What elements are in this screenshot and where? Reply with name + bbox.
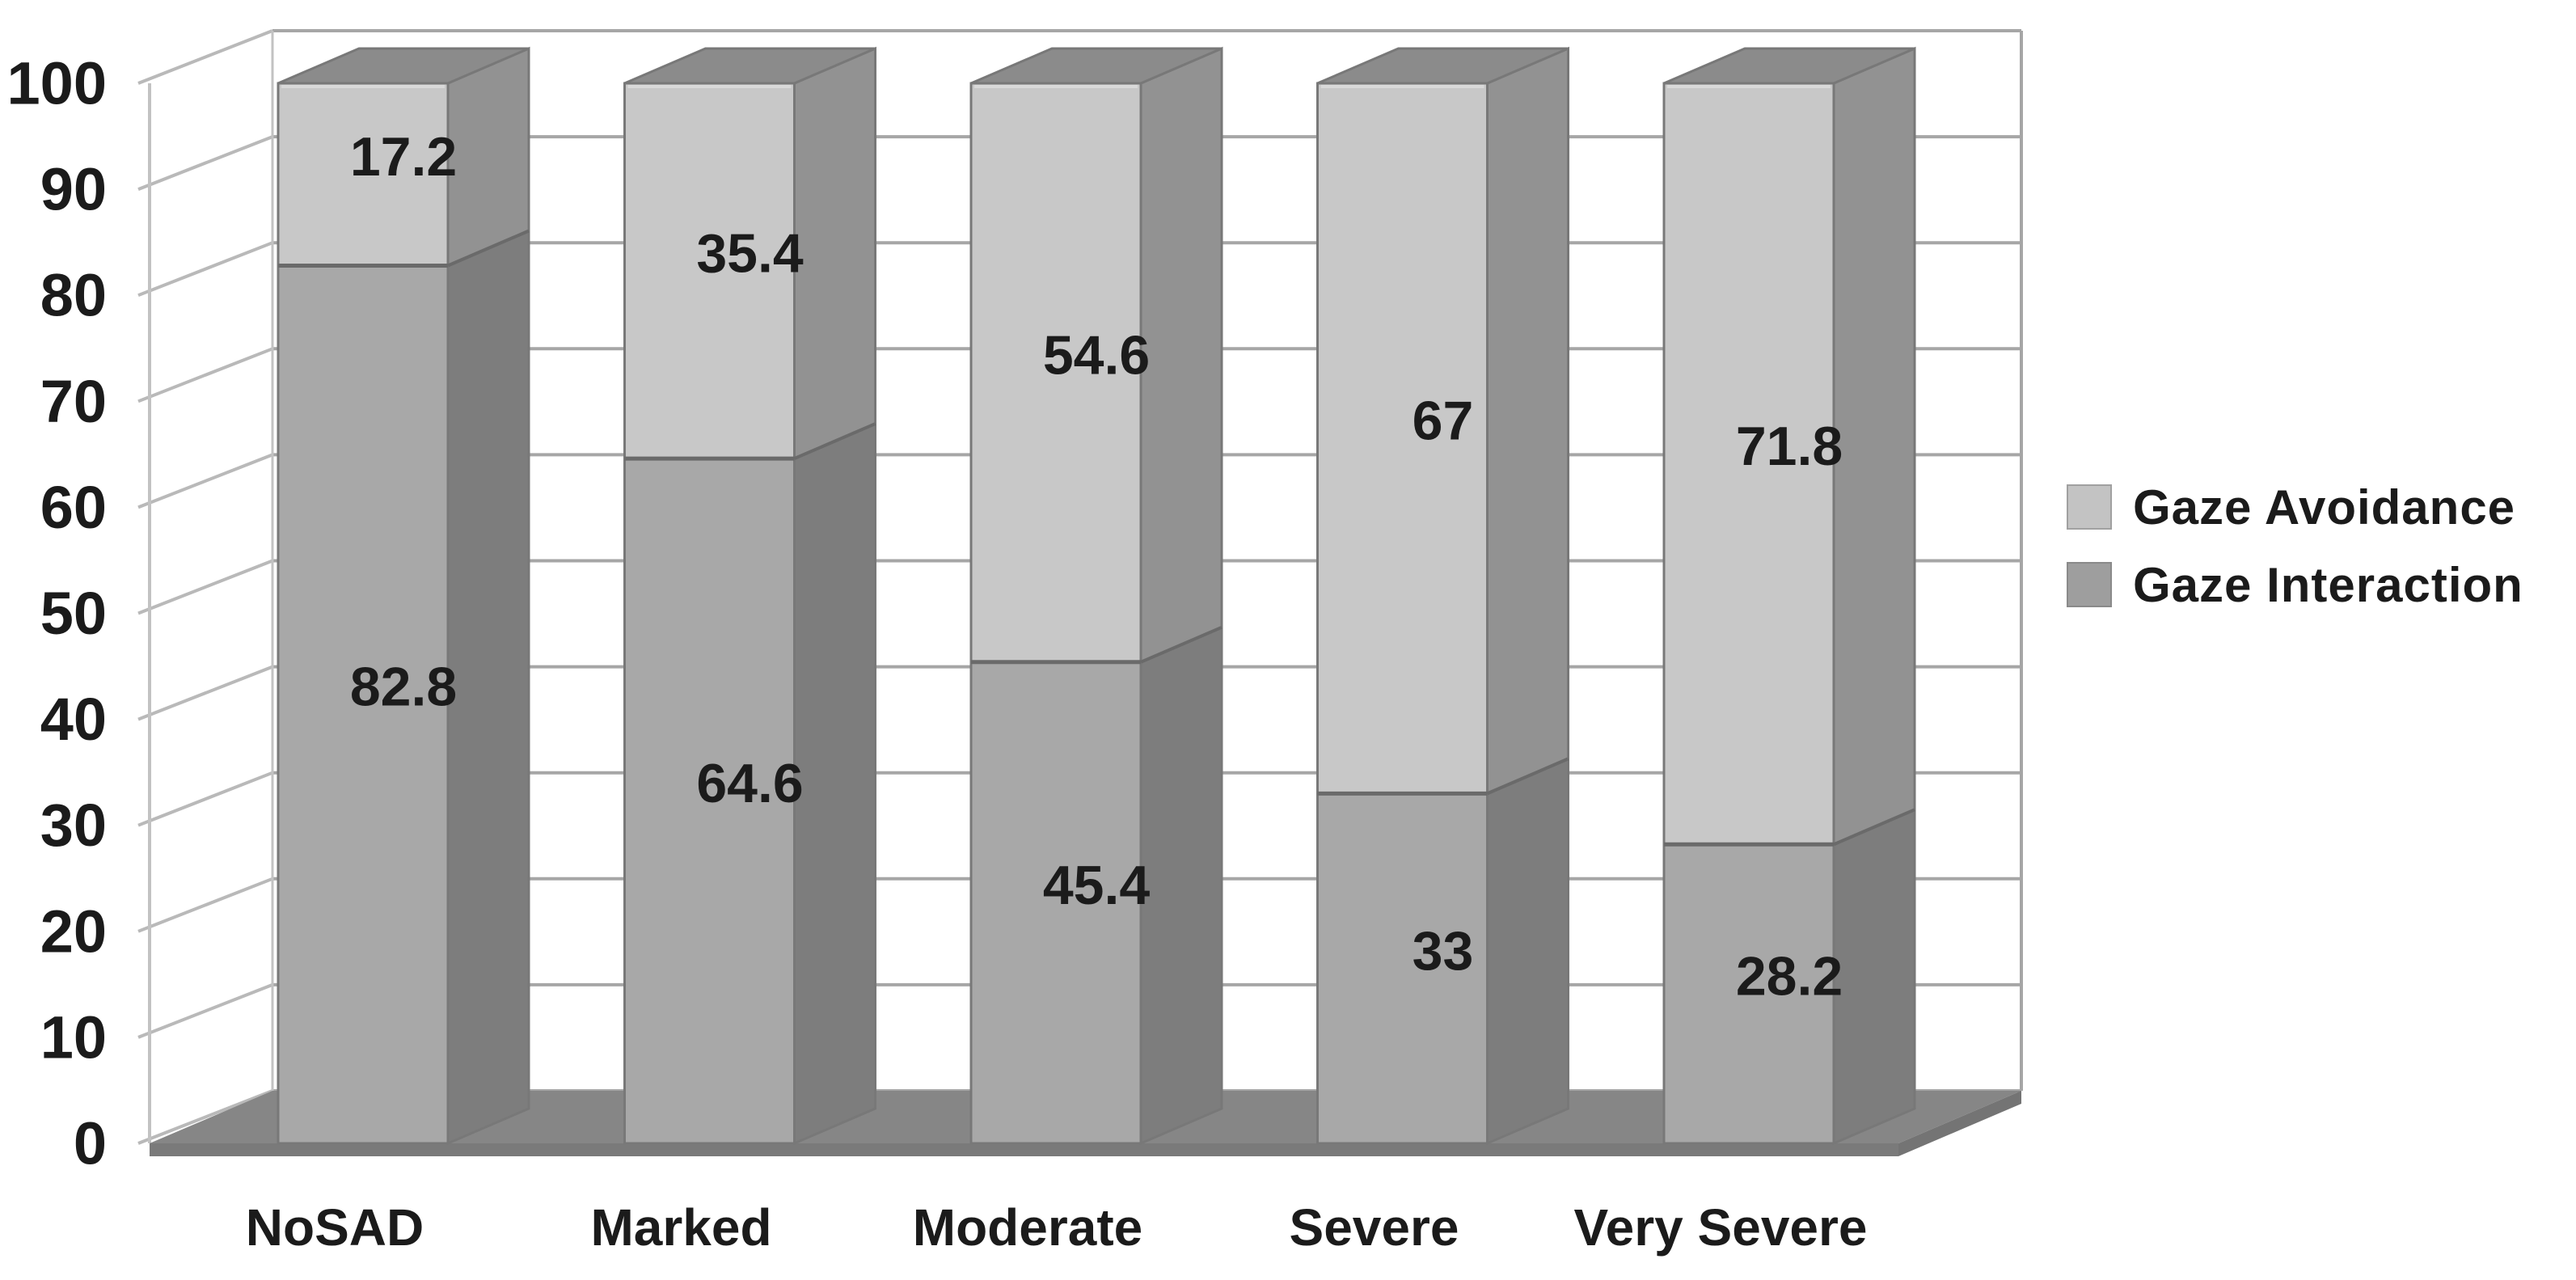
segment-junction-line-side bbox=[793, 422, 876, 460]
value-label-gaze-avoidance: 17.2 bbox=[350, 126, 457, 188]
value-label-gaze-interaction: 82.8 bbox=[350, 657, 457, 718]
value-label-gaze-interaction: 45.4 bbox=[1043, 855, 1151, 916]
bar-side-gaze-avoidance bbox=[1832, 46, 1916, 847]
x-category-label: Very Severe bbox=[1574, 1198, 1868, 1257]
legend-item-gaze-avoidance: Gaze Avoidance bbox=[2067, 480, 2523, 534]
y-tick-label: 30 bbox=[40, 792, 107, 859]
y-tick-label: 90 bbox=[40, 156, 107, 223]
side-wall-gridline bbox=[137, 559, 273, 615]
value-label-gaze-interaction: 28.2 bbox=[1736, 946, 1843, 1008]
segment-junction-line-side bbox=[1486, 757, 1569, 796]
y-tick-label: 10 bbox=[40, 1003, 107, 1071]
side-wall-gridline bbox=[137, 135, 273, 191]
floor-front-edge bbox=[150, 1143, 1898, 1156]
legend-label-gaze-avoidance: Gaze Avoidance bbox=[2133, 479, 2516, 534]
legend-item-gaze-interaction: Gaze Interaction bbox=[2067, 558, 2523, 612]
bar-side-gaze-avoidance bbox=[793, 46, 876, 461]
value-label-gaze-avoidance: 35.4 bbox=[696, 223, 804, 285]
y-tick-label: 100 bbox=[7, 50, 107, 117]
y-tick-label: 60 bbox=[40, 474, 107, 541]
bar-side-gaze-avoidance bbox=[1139, 46, 1223, 665]
x-category-label: Moderate bbox=[913, 1198, 1143, 1257]
x-category-label: Severe bbox=[1290, 1198, 1459, 1257]
bar-side-gaze-interaction bbox=[1139, 625, 1223, 1146]
legend-swatch-gaze-interaction-icon bbox=[2067, 562, 2112, 607]
bar-side-gaze-avoidance bbox=[446, 46, 530, 268]
y-tick-label: 20 bbox=[40, 898, 107, 965]
side-wall-gridline bbox=[137, 665, 273, 721]
bar-side-gaze-interaction bbox=[793, 421, 876, 1146]
side-wall-gridline bbox=[137, 983, 273, 1039]
x-category-label: Marked bbox=[590, 1198, 771, 1257]
value-label-gaze-avoidance: 67 bbox=[1413, 391, 1474, 452]
y-tick-label: 0 bbox=[74, 1110, 107, 1177]
floor-right-edge bbox=[1898, 1091, 2021, 1156]
bar-side-gaze-interaction bbox=[1486, 757, 1569, 1146]
legend-label-gaze-interaction: Gaze Interaction bbox=[2133, 557, 2523, 612]
side-wall bbox=[150, 31, 272, 1143]
y-tick-label: 50 bbox=[40, 580, 107, 647]
y-tick-label: 40 bbox=[40, 686, 107, 753]
segment-junction-line-side bbox=[1833, 808, 1915, 847]
side-wall-gridline bbox=[137, 29, 273, 85]
value-label-gaze-avoidance: 71.8 bbox=[1736, 416, 1843, 477]
legend: Gaze Avoidance Gaze Interaction bbox=[2067, 480, 2523, 639]
bar-side-gaze-avoidance bbox=[1486, 46, 1569, 796]
side-wall-gridline bbox=[137, 877, 273, 933]
value-label-gaze-interaction: 33 bbox=[1413, 920, 1474, 982]
side-wall-gridline bbox=[137, 1089, 273, 1145]
legend-swatch-gaze-avoidance-icon bbox=[2067, 484, 2112, 530]
segment-junction-line-side bbox=[447, 229, 530, 268]
x-category-label: NoSAD bbox=[246, 1198, 424, 1257]
bar-side-gaze-interaction bbox=[1832, 808, 1916, 1146]
side-wall-gridline bbox=[137, 347, 273, 403]
value-label-gaze-interaction: 64.6 bbox=[696, 753, 803, 814]
side-wall-gridline bbox=[137, 241, 273, 298]
y-tick-label: 70 bbox=[40, 368, 107, 435]
value-label-gaze-avoidance: 54.6 bbox=[1043, 324, 1150, 386]
segment-junction-line-side bbox=[1140, 625, 1223, 664]
y-tick-label: 80 bbox=[40, 262, 107, 329]
side-wall-gridline bbox=[137, 453, 273, 509]
bar-side-gaze-interaction bbox=[446, 229, 530, 1146]
side-wall-gridline bbox=[137, 771, 273, 827]
